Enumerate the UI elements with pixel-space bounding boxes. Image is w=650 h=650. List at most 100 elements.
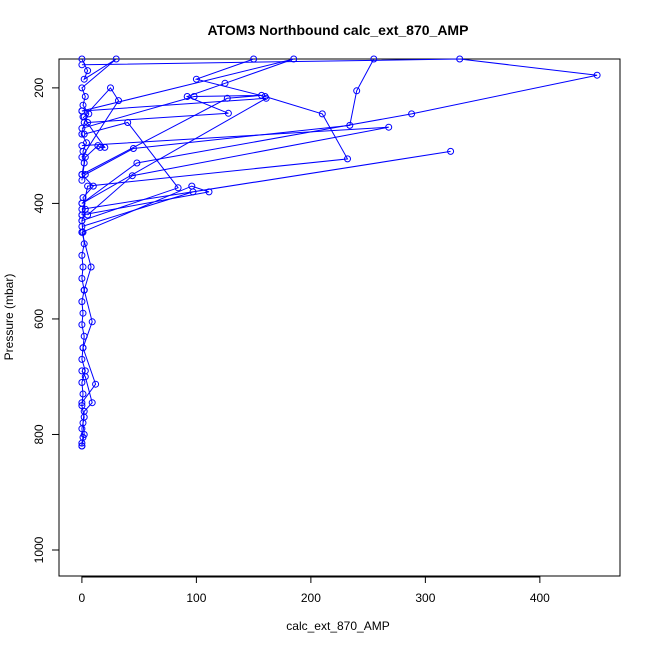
data-point — [78, 275, 86, 282]
data-point — [128, 172, 136, 180]
data-point — [78, 355, 86, 363]
data-point — [79, 263, 87, 271]
series-14 — [78, 367, 96, 450]
data-point — [92, 380, 100, 388]
series-13 — [78, 228, 100, 407]
data-point — [84, 67, 92, 75]
x-axis-label: calc_ext_870_AMP — [286, 619, 389, 633]
y-tick-label: 1000 — [32, 536, 46, 563]
data-point — [84, 182, 92, 190]
data-point — [81, 153, 89, 161]
x-tick-label: 400 — [530, 591, 550, 605]
data-point — [78, 61, 86, 69]
data-point — [101, 143, 109, 151]
data-point — [78, 379, 86, 386]
data-point — [115, 97, 122, 105]
data-point — [81, 373, 89, 381]
series-line — [81, 370, 93, 447]
series-line — [81, 94, 262, 175]
data-point — [192, 75, 200, 83]
data-point — [344, 155, 351, 163]
data-point — [78, 124, 86, 132]
data-point — [78, 142, 86, 150]
data-point — [96, 143, 104, 151]
data-point — [80, 431, 88, 438]
series-4 — [78, 123, 393, 219]
x-tick-label: 200 — [301, 591, 321, 605]
series-line — [81, 58, 294, 123]
data-point — [79, 309, 87, 317]
data-point — [79, 113, 87, 121]
data-point — [112, 55, 120, 63]
y-tick-label: 600 — [32, 309, 46, 329]
y-axis: 200 400 600 800 1000 — [32, 78, 60, 563]
data-point — [88, 318, 96, 326]
data-point — [124, 119, 132, 126]
data-point — [79, 419, 87, 427]
data-point — [370, 55, 378, 63]
data-point — [221, 79, 229, 87]
data-point — [78, 176, 86, 184]
data-point — [78, 439, 86, 447]
series-line — [81, 97, 267, 204]
data-point — [290, 55, 298, 63]
data-point — [87, 263, 95, 271]
data-point — [94, 142, 102, 150]
data-point — [78, 298, 86, 306]
series-line — [81, 121, 179, 222]
data-point — [78, 367, 86, 375]
y-tick-label: 200 — [32, 78, 46, 98]
data-point — [456, 55, 464, 63]
data-point — [80, 75, 88, 83]
series-line — [81, 185, 210, 233]
y-axis-label: Pressure (mbar) — [2, 274, 16, 361]
data-point — [78, 228, 86, 236]
series-line — [81, 232, 97, 403]
chart-title: ATOM3 Northbound calc_ext_870_AMP — [208, 22, 469, 38]
x-tick-label: 0 — [79, 591, 86, 605]
series-3 — [78, 55, 601, 207]
series-layer — [78, 55, 601, 450]
data-point — [79, 344, 87, 352]
data-point — [129, 145, 137, 152]
data-point — [593, 71, 601, 79]
series-line — [81, 58, 598, 204]
data-point — [80, 407, 88, 415]
x-tick-label: 100 — [186, 591, 206, 605]
x-tick-label: 300 — [415, 591, 435, 605]
series-line — [81, 87, 120, 158]
data-point — [385, 123, 393, 131]
series-line — [81, 126, 389, 216]
data-point — [447, 147, 455, 155]
x-axis: 0 100 200 300 400 — [79, 576, 550, 605]
y-tick-label: 800 — [32, 424, 46, 444]
data-point — [188, 182, 196, 190]
data-point — [183, 93, 191, 100]
data-point — [81, 93, 89, 100]
data-point — [224, 109, 232, 117]
data-point — [88, 399, 96, 407]
series-line — [81, 116, 106, 181]
data-point — [80, 286, 88, 294]
series-12 — [78, 113, 109, 184]
data-point — [174, 184, 182, 192]
series-line — [81, 58, 349, 216]
y-tick-label: 400 — [32, 193, 46, 213]
data-point — [80, 130, 88, 138]
series-2 — [81, 55, 378, 178]
data-point — [190, 93, 198, 100]
data-point — [107, 84, 114, 92]
data-point — [353, 87, 361, 95]
data-point — [78, 199, 86, 207]
data-point — [79, 390, 87, 398]
data-point — [262, 94, 270, 102]
data-point — [78, 251, 86, 259]
data-point — [205, 188, 213, 196]
series-8 — [78, 119, 182, 225]
series-10 — [78, 94, 270, 207]
data-point — [318, 110, 326, 118]
series-1 — [78, 55, 351, 219]
data-point — [78, 217, 86, 225]
data-point — [78, 442, 86, 450]
